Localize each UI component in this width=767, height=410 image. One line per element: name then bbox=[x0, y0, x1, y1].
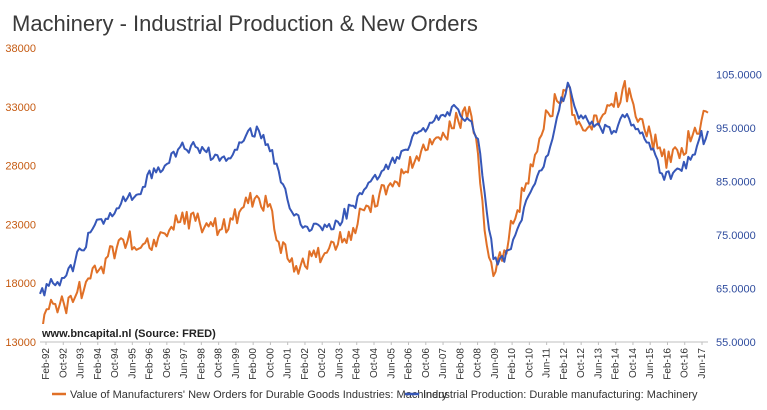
left-tick-label: 38000 bbox=[5, 43, 36, 55]
x-tick-label: Oct-94 bbox=[110, 348, 121, 378]
x-tick-label: Jun-09 bbox=[490, 348, 501, 379]
x-tick-label: Jun-15 bbox=[645, 348, 656, 379]
right-tick-label: 105.0000 bbox=[716, 70, 762, 82]
x-tick-label: Jun-13 bbox=[593, 348, 604, 379]
x-tick-label: Jun-03 bbox=[334, 348, 345, 379]
x-tick-label: Oct-02 bbox=[317, 348, 328, 378]
series-line-industrial-production bbox=[39, 81, 709, 297]
x-tick-label: Oct-96 bbox=[162, 348, 173, 378]
x-tick-label: Oct-16 bbox=[680, 348, 691, 378]
x-tick-label: Feb-98 bbox=[196, 348, 207, 380]
x-tick-label: Jun-01 bbox=[283, 348, 294, 379]
x-axis: Feb-92 Oct-92 Jun-93 Feb-94 Oct-94 Jun-95 Feb-… bbox=[41, 342, 708, 380]
left-tick-label: 13000 bbox=[5, 337, 36, 349]
x-tick-label: Oct-10 bbox=[524, 348, 535, 378]
x-tick-label: Feb-08 bbox=[455, 348, 466, 380]
legend-label: Value of Manufacturers' New Orders for D… bbox=[70, 389, 448, 401]
x-tick-label: Feb-12 bbox=[559, 348, 570, 380]
x-tick-label: Feb-16 bbox=[662, 348, 673, 380]
x-tick-label: Feb-06 bbox=[404, 348, 415, 380]
right-tick-label: 75.0000 bbox=[716, 230, 756, 242]
right-tick-label: 95.0000 bbox=[716, 123, 756, 135]
x-tick-label: Jun-17 bbox=[697, 348, 708, 379]
x-tick-label: Oct-92 bbox=[58, 348, 69, 378]
source-note-background bbox=[38, 324, 278, 341]
x-tick-label: Feb-14 bbox=[611, 348, 622, 380]
series-layer bbox=[39, 80, 709, 331]
right-tick-label: 55.0000 bbox=[716, 337, 756, 349]
x-tick-label: Jun-99 bbox=[231, 348, 242, 379]
x-tick-label: Jun-95 bbox=[127, 348, 138, 379]
x-tick-label: Oct-00 bbox=[265, 348, 276, 378]
x-tick-label: Jun-05 bbox=[386, 348, 397, 379]
left-tick-label: 18000 bbox=[5, 278, 36, 290]
right-tick-label: 65.0000 bbox=[716, 284, 756, 296]
x-tick-label: Feb-94 bbox=[93, 348, 104, 380]
right-axis: 55.0000 65.0000 75.0000 85.0000 95.0000 105.0… bbox=[716, 70, 762, 349]
x-tick-label: Jun-11 bbox=[542, 348, 553, 378]
left-tick-label: 23000 bbox=[5, 219, 36, 231]
left-tick-label: 33000 bbox=[5, 102, 36, 114]
source-note: www.bncapital.nl (Source: FRED) bbox=[41, 328, 216, 340]
left-axis: 13000 18000 23000 28000 33000 38000 bbox=[5, 43, 36, 349]
x-tick-label: Feb-02 bbox=[300, 348, 311, 380]
left-tick-label: 28000 bbox=[5, 161, 36, 173]
x-tick-label: Feb-00 bbox=[248, 348, 259, 380]
chart-title: Machinery - Industrial Production & New … bbox=[12, 11, 478, 36]
x-tick-label: Jun-97 bbox=[179, 348, 190, 379]
x-tick-label: Oct-06 bbox=[421, 348, 432, 378]
x-tick-label: Oct-14 bbox=[628, 348, 639, 378]
x-tick-label: Oct-12 bbox=[576, 348, 587, 378]
x-tick-label: Jun-93 bbox=[76, 348, 87, 379]
legend-label: Industrial Production: Durable manufactu… bbox=[423, 389, 698, 401]
x-tick-label: Oct-04 bbox=[369, 348, 380, 378]
x-tick-label: Feb-92 bbox=[41, 348, 52, 380]
right-tick-label: 85.0000 bbox=[716, 177, 756, 189]
x-tick-label: Jun-07 bbox=[438, 348, 449, 379]
x-tick-label: Oct-08 bbox=[473, 348, 484, 378]
x-tick-label: Feb-96 bbox=[145, 348, 156, 380]
x-tick-label: Oct-98 bbox=[214, 348, 225, 378]
x-tick-label: Feb-04 bbox=[352, 348, 363, 380]
series-line-new-orders bbox=[39, 80, 709, 331]
legend: Value of Manufacturers' New Orders for D… bbox=[52, 389, 698, 401]
x-tick-label: Feb-10 bbox=[507, 348, 518, 380]
